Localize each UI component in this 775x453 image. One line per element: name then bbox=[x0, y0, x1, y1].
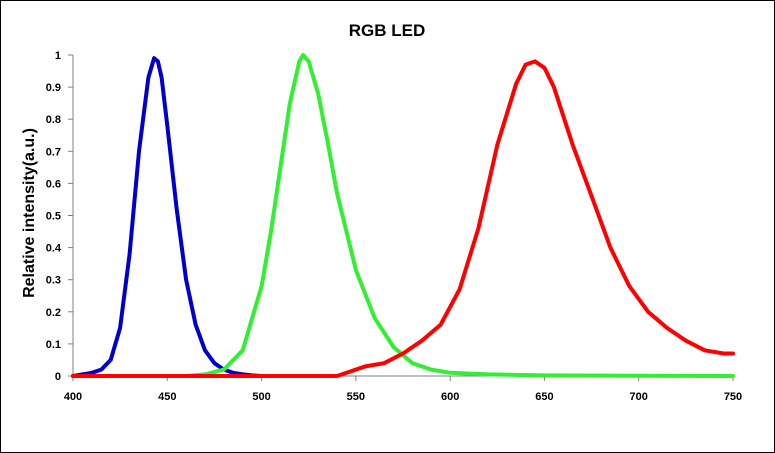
x-tick-label: 650 bbox=[535, 391, 553, 403]
y-tick-label: 0.9 bbox=[46, 82, 61, 94]
y-axis-label: Relative intensity(a.u.) bbox=[21, 128, 38, 298]
x-tick-label: 450 bbox=[158, 391, 176, 403]
y-tick-label: 0.3 bbox=[46, 275, 61, 287]
x-tick-label: 550 bbox=[347, 391, 365, 403]
axes: 0 0.1 0.2 0.3 0.4 0.5 0.6 0.7 0.8 0.9 1 400 450 500 55… bbox=[46, 50, 742, 403]
x-tick-label: 500 bbox=[252, 391, 270, 403]
x-tick-label: 750 bbox=[724, 391, 742, 403]
series-line-red bbox=[71, 59, 735, 378]
series-line-blue bbox=[71, 56, 264, 378]
chart-title: RGB LED bbox=[349, 21, 426, 40]
y-tick-label: 1 bbox=[55, 50, 61, 62]
y-tick-label: 0.2 bbox=[46, 307, 61, 319]
x-tick-label: 400 bbox=[64, 391, 82, 403]
y-tick-label: 0 bbox=[55, 371, 61, 383]
x-tick-label: 600 bbox=[441, 391, 459, 403]
y-tick-label: 0.6 bbox=[46, 178, 61, 190]
x-tick-label: 700 bbox=[630, 391, 648, 403]
y-tick-label: 0.8 bbox=[46, 114, 61, 126]
y-tick-label: 0.4 bbox=[46, 243, 62, 255]
series-line-green bbox=[184, 53, 735, 378]
series-layer bbox=[71, 53, 735, 378]
y-tick-label: 0.5 bbox=[46, 211, 61, 223]
y-tick-label: 0.1 bbox=[46, 339, 61, 351]
y-tick-label: 0.7 bbox=[46, 146, 61, 158]
